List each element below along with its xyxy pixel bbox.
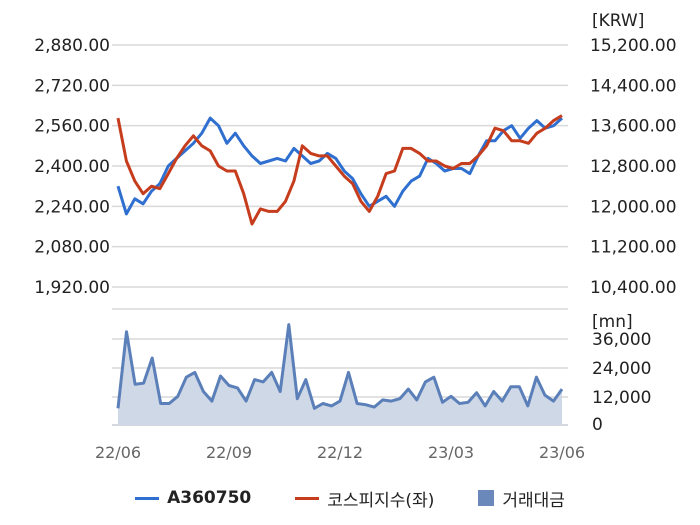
x-axis-tick: 22/12	[317, 443, 363, 462]
legend-swatch-icon	[478, 490, 495, 506]
legend-label: A360750	[167, 488, 252, 508]
volume-axis-tick: 36,000	[592, 330, 651, 350]
trading-value-line	[116, 323, 564, 410]
x-axis-tick: 23/03	[428, 443, 474, 462]
right-axis-tick: 12,800.00	[590, 157, 677, 177]
left-axis-tick: 2,080.00	[34, 238, 110, 258]
volume-axis-tick: 0	[592, 415, 603, 435]
right-axis-tick: 12,000.00	[590, 197, 677, 217]
right-axis-tick: 11,200.00	[590, 238, 677, 258]
volume-axis-tick: 12,000	[592, 388, 651, 408]
price-line-series	[116, 114, 564, 226]
right-axis-tick: 10,400.00	[590, 278, 677, 298]
left-axis-tick: 2,240.00	[34, 197, 110, 217]
right-axis: 15,200.00 14,400.00 13,600.00 12,800.00 12,0…	[590, 11, 677, 298]
right-axis-unit: [KRW]	[592, 11, 644, 31]
x-axis-tick: 23/06	[539, 443, 585, 462]
x-axis-tick: 22/06	[95, 443, 141, 462]
chart-canvas: 2,880.00 2,720.00 2,560.00 2,400.00 2,240.00…	[34, 11, 677, 462]
left-axis: 2,880.00 2,720.00 2,560.00 2,400.00 2,240.00…	[34, 36, 110, 298]
kospi-line	[116, 114, 563, 226]
volume-axis-unit: [mn]	[592, 312, 633, 332]
legend-label: 거래대금	[502, 490, 565, 511]
right-axis-tick: 15,200.00	[590, 36, 677, 56]
left-axis-tick: 2,720.00	[34, 76, 110, 96]
legend: A360750 코스피지수(좌) 거래대금	[0, 480, 700, 516]
x-axis: 22/06 22/09 22/12 23/03 23/06	[95, 443, 585, 462]
legend-label: 코스피지수(좌)	[327, 490, 435, 511]
right-axis-tick: 13,600.00	[590, 117, 677, 137]
left-axis-tick: 2,880.00	[34, 36, 110, 56]
legend-line-red-icon	[295, 496, 320, 500]
left-axis-tick: 2,560.00	[34, 117, 110, 137]
legend-item-a360750[interactable]: A360750	[135, 488, 251, 508]
left-axis-tick: 2,400.00	[34, 157, 110, 177]
volume-area-series	[116, 323, 564, 425]
legend-line-blue-icon	[135, 496, 160, 500]
x-axis-tick: 22/09	[206, 443, 252, 462]
legend-item-kospi[interactable]: 코스피지수(좌)	[295, 486, 434, 511]
right-axis-tick: 14,400.00	[590, 76, 677, 96]
volume-axis-tick: 24,000	[592, 359, 651, 379]
gridlines	[112, 44, 568, 426]
legend-item-trading-value[interactable]: 거래대금	[478, 486, 565, 511]
left-axis-tick: 1,920.00	[34, 278, 110, 298]
volume-axis: [mn]36,000 24,000 12,000 0	[592, 312, 651, 435]
